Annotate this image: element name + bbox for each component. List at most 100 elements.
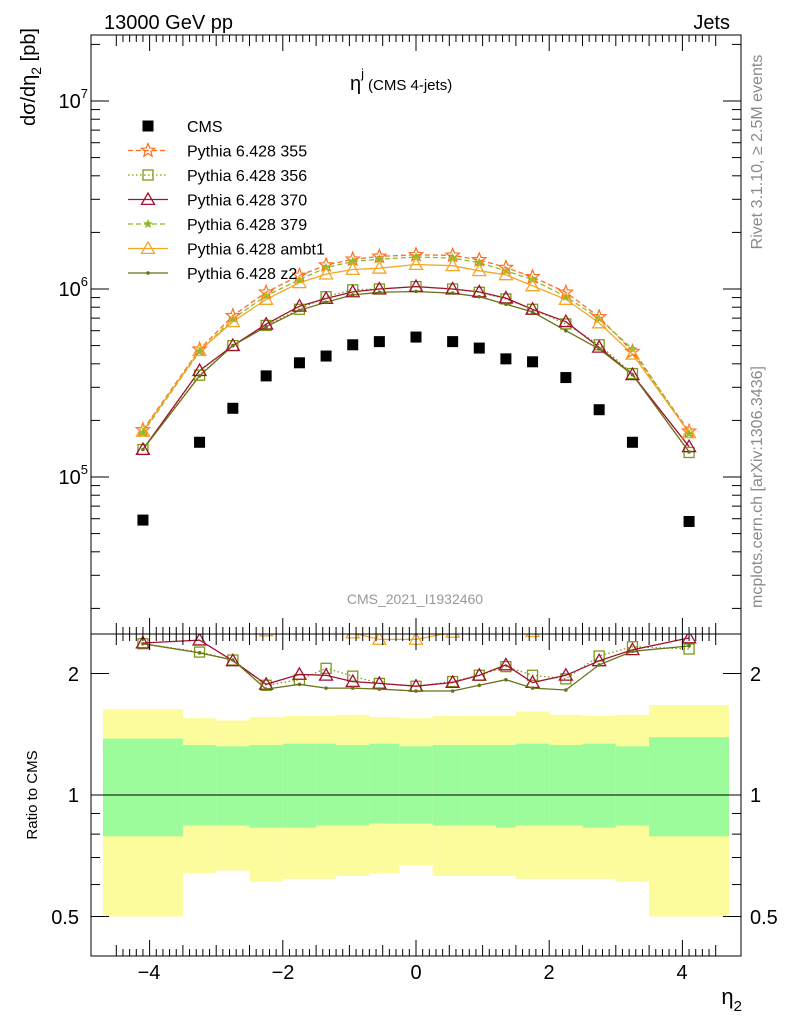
series-5-point: [524, 277, 541, 292]
cms-data-point: [320, 350, 332, 362]
ratio-3-point: [498, 657, 514, 671]
ratio-5-point: [320, 612, 333, 623]
ratio-5-point: [559, 621, 572, 632]
series-3-point: [225, 337, 241, 352]
series-line-4: [142, 256, 690, 435]
ratio-1-point: [226, 590, 239, 603]
ratio-1-point: [499, 593, 512, 606]
series-5-point: [225, 313, 241, 328]
ratio-band-inner: [399, 746, 433, 824]
ratio-yticks: [91, 673, 741, 917]
ratio-6-point: [597, 663, 601, 667]
ratio-5-point: [499, 608, 512, 619]
series-6-point: [231, 343, 235, 348]
ratio-ytick-label-1-left: 1: [68, 785, 79, 807]
series-3-point: [524, 301, 541, 315]
main-ytick-label-1e5-exp: 5: [81, 462, 88, 477]
ratio-6-point: [504, 677, 508, 682]
legend-entry-0: CMS: [142, 119, 223, 136]
xtick-label-2: 2: [543, 962, 554, 984]
chart-title-main: η: [350, 73, 361, 95]
series-3-point: [558, 313, 574, 328]
ratio-3-point: [445, 674, 461, 689]
series-line-2: [142, 285, 690, 453]
main-ytick-label-1e6-base: 10: [59, 279, 81, 301]
ratio-band-inner: [432, 745, 463, 826]
main-ytick-label-1e7-base: 10: [59, 91, 81, 113]
ratio-4-point: [595, 596, 604, 604]
ratio-band-inner: [216, 746, 250, 826]
ratio-band-inner: [495, 745, 516, 828]
series-6-point: [414, 289, 418, 294]
ratio-6-point: [377, 687, 382, 691]
cms-data-point: [293, 357, 305, 369]
ratio-4-point: [295, 613, 304, 621]
ratio-6-point: [197, 651, 202, 655]
ratio-6-point: [141, 641, 145, 646]
series-3-point: [591, 339, 607, 353]
series-6-point: [350, 293, 355, 297]
ratio-line-3: [142, 637, 690, 687]
series-3-point: [135, 441, 151, 456]
ratio-5-point: [683, 598, 696, 609]
legend-label-5: Pythia 6.428 ambt1: [187, 242, 325, 259]
series-line-6: [142, 290, 690, 453]
ratio-4-point: [628, 591, 637, 599]
series-5-point: [408, 256, 424, 271]
ratio-panel: 0.5 1 2 0.5 1 2 Ratio to CMS −4 −2 0 2 4…: [24, 590, 778, 1015]
ratio-band-inner: [249, 745, 283, 828]
header-jets-label: Jets: [693, 12, 730, 34]
ratio-y-axis-label: Ratio to CMS: [24, 750, 41, 839]
ratio-1-point: [319, 593, 332, 606]
legend-marker-4: [143, 218, 153, 229]
main-y-axis-label: dσ/dη2 [pb]: [18, 28, 44, 126]
series-3-point: [624, 366, 641, 381]
ratio-1-point: [293, 601, 306, 614]
watermark: CMS_2021_I1932460: [347, 591, 483, 607]
legend-marker-3: [140, 191, 156, 206]
series-4-point: [294, 274, 305, 284]
ratio-5-point: [345, 634, 361, 639]
series-line-5: [142, 263, 690, 434]
main-ytick-label-1e5: 105: [59, 462, 88, 489]
legend-marker-6: [146, 271, 150, 275]
series-5-point: [291, 274, 308, 289]
series-4-point: [227, 313, 238, 323]
legend-label-6: Pythia 6.428 z2: [187, 266, 297, 283]
cms-data-point: [500, 353, 512, 365]
series-3-point: [345, 284, 361, 298]
header-energy-label: 13000 GeV pp: [104, 12, 233, 34]
ratio-1-point: [559, 604, 572, 617]
legend-label-3: Pythia 6.428 370: [187, 193, 307, 210]
ratio-2-point: [320, 662, 332, 674]
series-6-point: [504, 302, 508, 307]
legend-label-4: Pythia 6.428 379: [187, 217, 307, 234]
ratio-5-point: [593, 602, 606, 613]
series-5-point: [318, 266, 334, 280]
ratio-4-point: [262, 619, 271, 627]
cms-data-point: [347, 339, 359, 351]
legend-entry-4: Pythia 6.428 379: [128, 217, 307, 234]
ratio-3-point: [135, 635, 151, 649]
ratio-6-point: [630, 649, 635, 654]
ratio-6-point: [324, 686, 328, 690]
legend-entry-6: Pythia 6.428 z2: [128, 266, 297, 283]
ratio-6-point: [477, 683, 482, 688]
main-yticks: [91, 43, 741, 609]
ratio-5-point: [293, 616, 306, 627]
main-ytick-label-1e6: 106: [59, 274, 88, 301]
ratio-3-point: [624, 641, 641, 656]
ratio-3-point: [225, 653, 241, 667]
ratio-band-inner: [549, 745, 583, 826]
xtick-label-m4: −4: [138, 962, 161, 984]
cms-data-point: [560, 372, 572, 384]
ratio-4-point: [685, 601, 694, 609]
ratio-6-point: [297, 682, 302, 687]
ratio-5-point: [471, 634, 487, 635]
ratio-ytick-label-0-5-right: 0.5: [750, 907, 778, 929]
chart-title-rest: (CMS 4-jets): [368, 77, 452, 94]
cms-data-point: [473, 342, 485, 354]
xtick-label-m2: −2: [272, 962, 295, 984]
series-1-point: [624, 342, 641, 359]
